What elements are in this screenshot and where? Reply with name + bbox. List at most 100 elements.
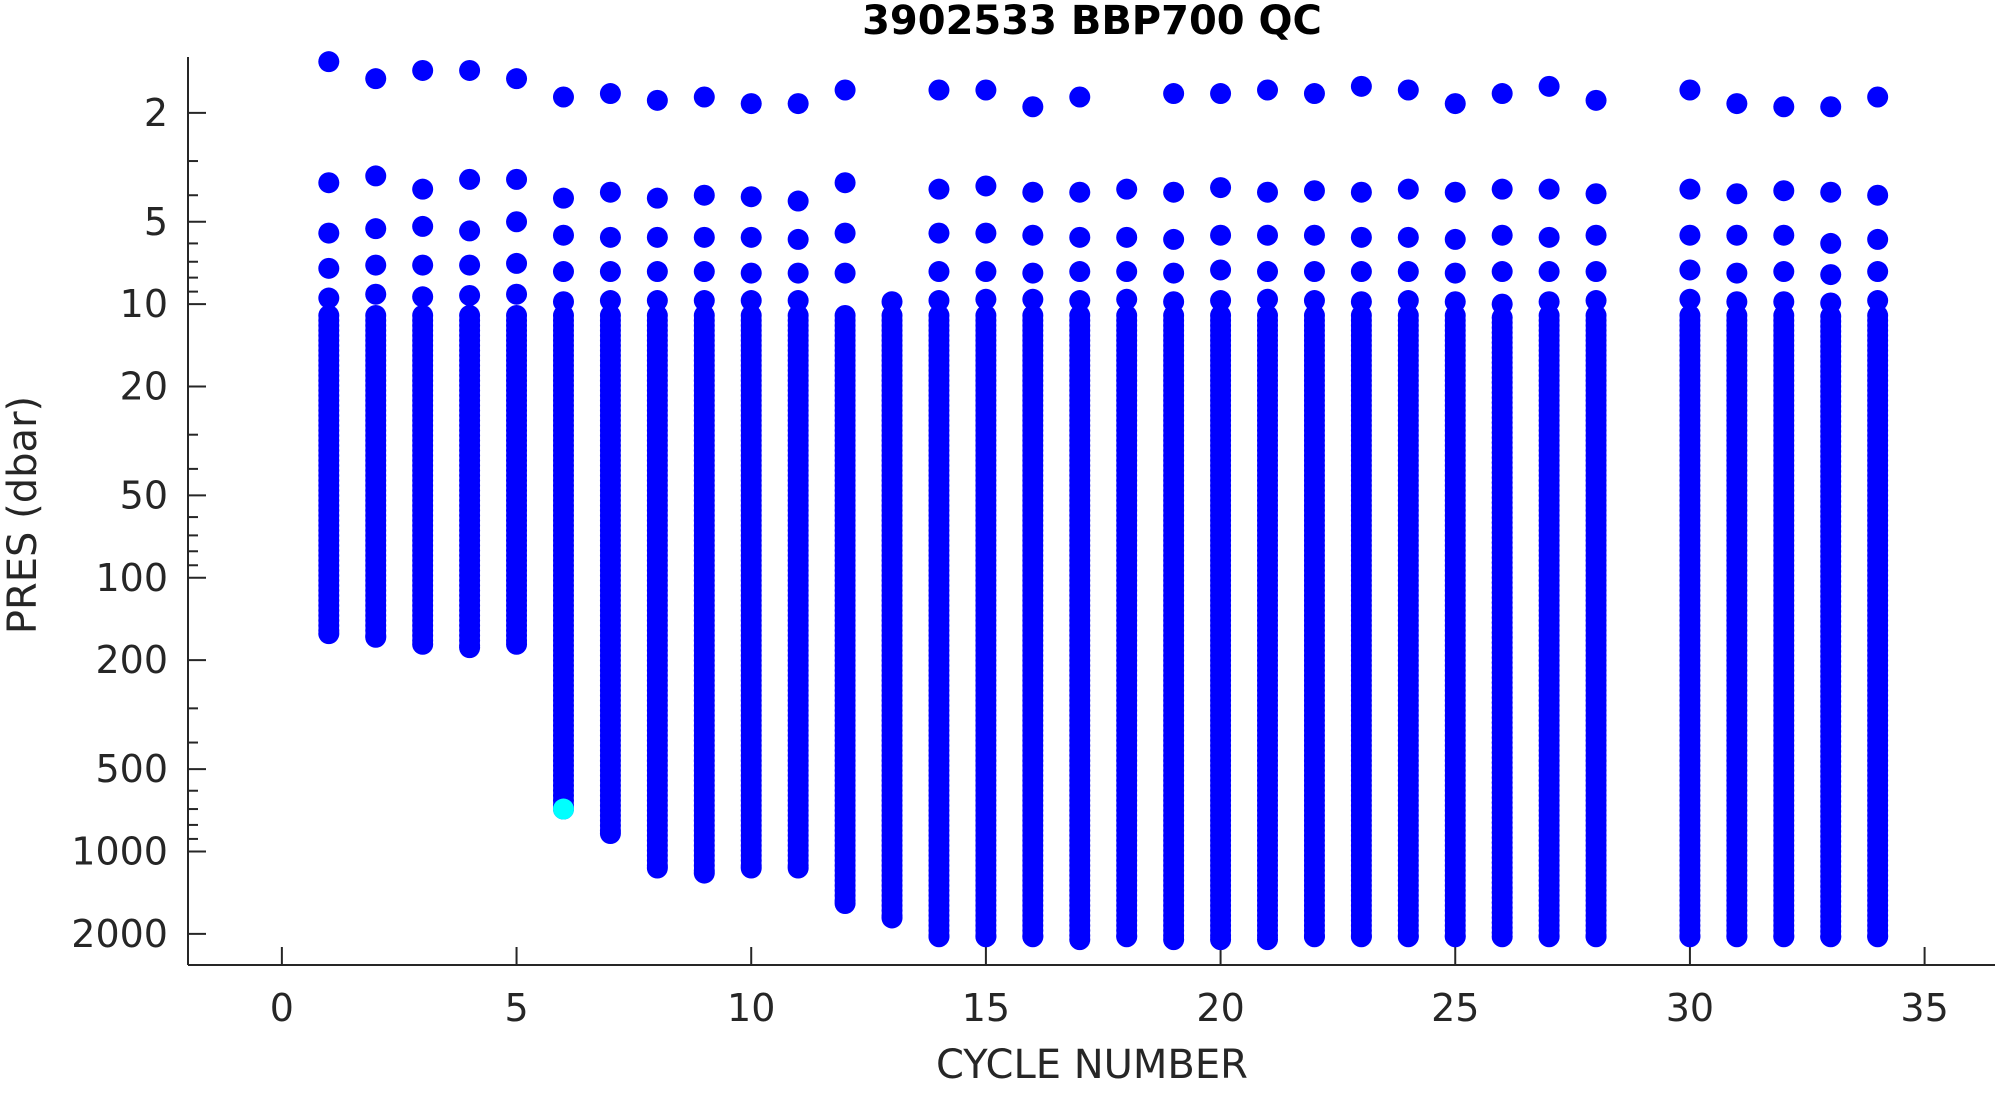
data-point — [1726, 93, 1748, 115]
data-point — [552, 261, 574, 283]
data-point — [1867, 184, 1889, 206]
data-point — [1679, 178, 1701, 200]
data-point — [459, 254, 481, 276]
data-point — [1303, 83, 1325, 105]
data-point — [365, 626, 387, 648]
data-point — [599, 290, 621, 312]
data-point — [1867, 926, 1889, 948]
data-point — [318, 51, 340, 73]
data-point — [1163, 929, 1185, 951]
data-point — [740, 186, 762, 208]
x-tick-label: 25 — [1431, 986, 1479, 1030]
data-point — [787, 262, 809, 284]
data-point — [412, 633, 434, 655]
data-point — [1116, 261, 1138, 283]
data-point — [1491, 224, 1513, 246]
data-point — [1210, 83, 1232, 105]
data-point — [928, 926, 950, 948]
data-point — [834, 893, 856, 915]
data-point — [1069, 261, 1091, 283]
data-point — [740, 857, 762, 879]
data-point — [1491, 178, 1513, 200]
x-tick-label: 20 — [1196, 986, 1244, 1030]
data-point — [1022, 262, 1044, 284]
flagged-data-point — [552, 798, 574, 820]
data-point — [1773, 96, 1795, 118]
data-point — [975, 926, 997, 948]
data-point — [459, 285, 481, 307]
data-point — [1210, 290, 1232, 312]
data-point — [412, 286, 434, 308]
data-point — [506, 633, 528, 655]
x-tick-label: 5 — [504, 986, 528, 1030]
data-point — [1585, 224, 1607, 246]
x-tick-label: 30 — [1666, 986, 1714, 1030]
data-point — [459, 59, 481, 81]
y-tick-label: 10 — [120, 282, 168, 326]
data-point — [1303, 926, 1325, 948]
data-point — [646, 187, 668, 209]
data-point — [834, 79, 856, 101]
data-point — [1257, 929, 1279, 951]
data-point — [599, 181, 621, 203]
data-point — [1773, 180, 1795, 202]
data-point — [787, 228, 809, 250]
data-point — [1350, 926, 1372, 948]
data-point — [928, 261, 950, 283]
data-point — [1303, 290, 1325, 312]
data-point — [1069, 929, 1091, 951]
y-tick-label: 1000 — [71, 829, 168, 873]
data-point — [1867, 290, 1889, 312]
data-point — [1163, 228, 1185, 250]
data-point — [1350, 181, 1372, 203]
data-point — [318, 287, 340, 309]
data-point — [1726, 262, 1748, 284]
data-point — [599, 226, 621, 248]
data-point — [1491, 261, 1513, 283]
data-point — [787, 290, 809, 312]
data-point — [1303, 180, 1325, 202]
data-point — [1069, 226, 1091, 248]
y-tick-label: 2000 — [71, 912, 168, 956]
data-point — [834, 172, 856, 194]
data-point — [1022, 181, 1044, 203]
data-points — [318, 51, 1889, 951]
data-point — [881, 907, 903, 929]
data-point — [1585, 290, 1607, 312]
data-point — [740, 226, 762, 248]
data-point — [1773, 224, 1795, 246]
data-point — [599, 823, 621, 845]
data-point — [646, 89, 668, 111]
data-point — [318, 222, 340, 244]
data-point — [1397, 226, 1419, 248]
data-point — [1397, 79, 1419, 101]
data-point — [1022, 96, 1044, 118]
data-point — [459, 168, 481, 190]
data-point — [1350, 226, 1372, 248]
data-point — [1538, 75, 1560, 97]
data-point — [693, 261, 715, 283]
data-point — [1820, 926, 1842, 948]
data-point — [1726, 183, 1748, 205]
data-point — [1773, 926, 1795, 948]
data-point — [928, 222, 950, 244]
data-point — [693, 862, 715, 884]
data-point — [1726, 926, 1748, 948]
data-point — [975, 288, 997, 310]
data-point — [1257, 261, 1279, 283]
data-point — [740, 93, 762, 115]
data-point — [1116, 926, 1138, 948]
data-point — [1538, 926, 1560, 948]
data-point — [1397, 178, 1419, 200]
y-tick-label: 20 — [120, 365, 168, 409]
data-point — [412, 215, 434, 237]
data-point — [646, 857, 668, 879]
data-point — [1257, 224, 1279, 246]
data-point — [1867, 261, 1889, 283]
data-point — [1585, 261, 1607, 283]
data-point — [1538, 226, 1560, 248]
data-point — [1163, 262, 1185, 284]
